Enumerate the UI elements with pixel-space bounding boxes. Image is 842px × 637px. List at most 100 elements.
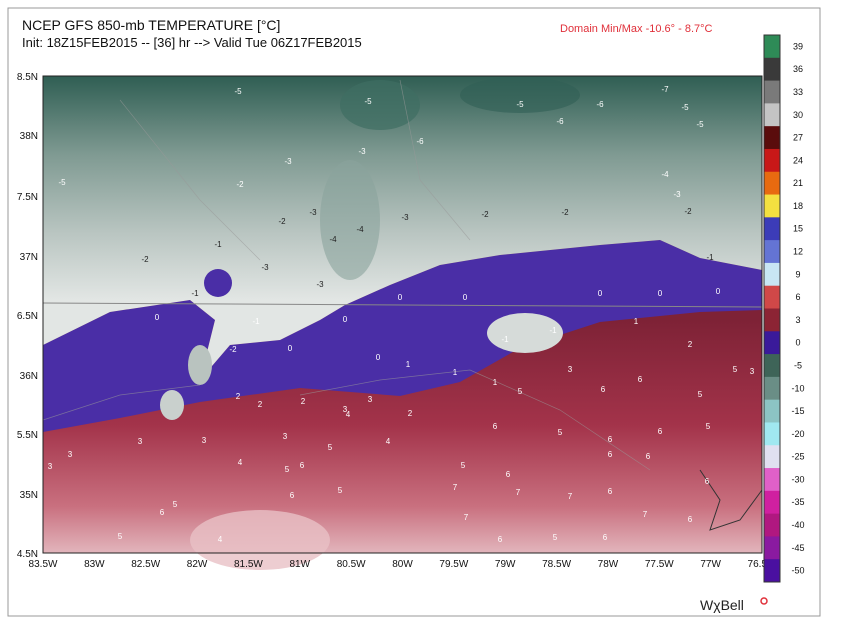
contour-label: -4 bbox=[329, 235, 337, 244]
lat-label: 37N bbox=[20, 252, 38, 263]
contour-label: -1 bbox=[191, 289, 199, 298]
lon-label: 79W bbox=[495, 559, 516, 570]
contour-label: -5 bbox=[58, 178, 66, 187]
lon-label: 78.5W bbox=[542, 559, 571, 570]
colorbar-label: 18 bbox=[793, 201, 803, 211]
colorbar-label: 12 bbox=[793, 247, 803, 257]
colorbar-label: 15 bbox=[793, 224, 803, 234]
contour-label: 0 bbox=[343, 315, 348, 324]
colorbar-swatch bbox=[764, 80, 780, 104]
colorbar-swatch bbox=[764, 35, 780, 59]
contour-label: 0 bbox=[716, 287, 721, 296]
colorbar-label: 27 bbox=[793, 133, 803, 143]
colorbar-label: -50 bbox=[791, 566, 804, 576]
contour-label: 6 bbox=[688, 515, 693, 524]
contour-label: 6 bbox=[300, 461, 305, 470]
contour-label: 2 bbox=[258, 400, 263, 409]
contour-label: 6 bbox=[646, 452, 651, 461]
title: NCEP GFS 850-mb TEMPERATURE [°C] bbox=[22, 17, 280, 33]
contour-label: 3 bbox=[138, 437, 143, 446]
county-lines bbox=[42, 79, 651, 471]
contour-label: 5 bbox=[338, 486, 343, 495]
map-area bbox=[42, 75, 763, 570]
cold-pocket bbox=[188, 345, 212, 385]
colorbar-swatch bbox=[764, 148, 780, 173]
cold-pocket bbox=[487, 313, 563, 353]
contour-label: -3 bbox=[261, 263, 269, 272]
contour-label: 3 bbox=[368, 395, 373, 404]
contour-label: -3 bbox=[358, 147, 366, 156]
contour-label: -2 bbox=[481, 210, 489, 219]
contour-label: -6 bbox=[416, 137, 424, 146]
contour-label: -4 bbox=[661, 170, 669, 179]
contour-label: 5 bbox=[118, 532, 123, 541]
contour-label: 4 bbox=[346, 410, 351, 419]
lat-label: 35N bbox=[20, 490, 38, 501]
contour-label: 1 bbox=[493, 378, 498, 387]
contour-label: 3 bbox=[68, 450, 73, 459]
contour-label: 3 bbox=[283, 432, 288, 441]
colorbar-swatch bbox=[764, 559, 780, 583]
lon-label: 81W bbox=[290, 559, 311, 570]
contour-label: -1 bbox=[214, 240, 222, 249]
contour-label: 3 bbox=[750, 367, 755, 376]
contour-label: 6 bbox=[160, 508, 165, 517]
lat-label: 7.5N bbox=[17, 192, 38, 203]
contour-label: 5 bbox=[518, 387, 523, 396]
contour-label: 7 bbox=[643, 510, 648, 519]
contour-label: 1 bbox=[634, 317, 639, 326]
contour-label: 6 bbox=[290, 491, 295, 500]
contour-label: 0 bbox=[398, 293, 403, 302]
contour-label: 4 bbox=[238, 458, 243, 467]
contour-label: -3 bbox=[316, 280, 324, 289]
map-border bbox=[42, 75, 763, 554]
colorbar-swatch bbox=[764, 331, 780, 355]
colorbar-swatch bbox=[764, 262, 780, 287]
colorbar-label: -5 bbox=[794, 360, 802, 370]
colorbar-swatch bbox=[764, 308, 780, 332]
colorbar-swatch bbox=[764, 240, 780, 264]
colorbar-label: 33 bbox=[793, 87, 803, 97]
colorbar-swatch bbox=[764, 217, 780, 241]
domain-minmax: Domain Min/Max -10.6° - 8.7°C bbox=[560, 23, 713, 35]
colorbar-label: 30 bbox=[793, 110, 803, 120]
contour-label: 2 bbox=[688, 340, 693, 349]
freezing-pocket bbox=[204, 269, 232, 297]
contour-label: -5 bbox=[696, 120, 704, 129]
contour-label: 5 bbox=[328, 443, 333, 452]
contour-label: 6 bbox=[608, 487, 613, 496]
colorbar-border bbox=[763, 34, 781, 583]
colorbar-swatch bbox=[764, 126, 780, 150]
contour-label: 5 bbox=[558, 428, 563, 437]
colorbar-swatch bbox=[764, 194, 780, 218]
cold-core bbox=[340, 80, 420, 130]
contour-label: -4 bbox=[356, 225, 364, 234]
colorbar-label: 24 bbox=[793, 155, 803, 165]
colorbar-label: -30 bbox=[791, 474, 804, 484]
lon-label: 83W bbox=[84, 559, 105, 570]
colorbar-swatch bbox=[764, 490, 780, 515]
freezing-band bbox=[43, 240, 762, 432]
contour-label: 6 bbox=[493, 422, 498, 431]
lat-label: 6.5N bbox=[17, 311, 38, 322]
lat-label: 8.5N bbox=[17, 72, 38, 83]
contour-label: 6 bbox=[608, 435, 613, 444]
contour-label: 6 bbox=[638, 375, 643, 384]
colorbar-label: -45 bbox=[791, 543, 804, 553]
contour-label: 0 bbox=[288, 344, 293, 353]
logo-dot bbox=[760, 597, 768, 605]
contour-label: 0 bbox=[463, 293, 468, 302]
lon-label: 79.5W bbox=[439, 559, 468, 570]
contour-label: 5 bbox=[553, 533, 558, 542]
contour-label: -5 bbox=[681, 103, 689, 112]
colorbar-swatch bbox=[764, 422, 780, 446]
state-border bbox=[42, 302, 763, 308]
contour-label: -3 bbox=[401, 213, 409, 222]
lon-label: 82W bbox=[187, 559, 208, 570]
lon-label: 81.5W bbox=[234, 559, 263, 570]
contour-label: 6 bbox=[705, 477, 710, 486]
contour-label: 5 bbox=[285, 465, 290, 474]
colorbar-label: 39 bbox=[793, 41, 803, 51]
contour-label: 5 bbox=[461, 461, 466, 470]
cold-pocket bbox=[320, 160, 380, 280]
